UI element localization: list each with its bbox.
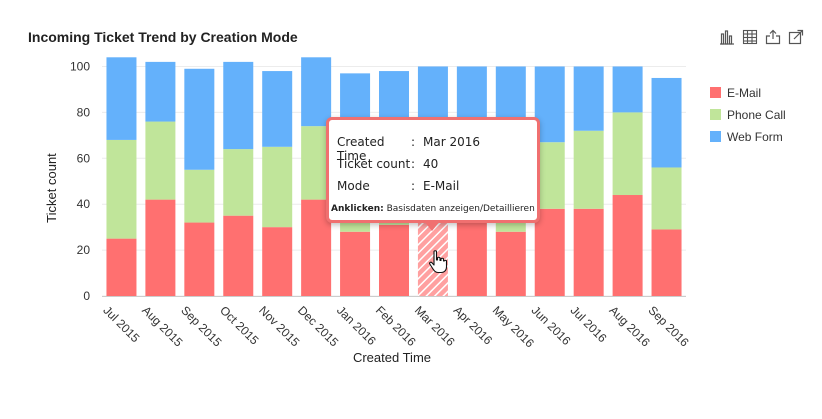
legend-label: Phone Call	[727, 108, 786, 122]
popout-icon[interactable]	[787, 28, 805, 46]
bar-segment	[106, 139, 137, 239]
legend-swatch	[710, 109, 721, 120]
x-axis-label: Created Time	[353, 350, 431, 365]
bar-tooltip: Created Time : Mar 2016 Ticket count : 4…	[326, 117, 540, 231]
tooltip-created-time-label: Created Time	[337, 135, 385, 163]
bar-segment	[495, 231, 526, 296]
x-tick-label: Sep 2016	[645, 303, 691, 349]
legend-swatch	[710, 87, 721, 98]
bar-chart-icon[interactable]	[718, 28, 736, 46]
legend-label: Web Form	[727, 130, 783, 144]
y-tick-label: 80	[77, 105, 91, 119]
chart-toolbar	[718, 28, 805, 46]
tooltip-hint: Anklicken: Basisdaten anzeigen/Detaillie…	[331, 204, 535, 214]
tooltip-created-time-value: Mar 2016	[423, 135, 480, 149]
x-tick-label: Aug 2016	[607, 303, 653, 349]
bar-segment	[262, 71, 293, 147]
bar-segment	[106, 57, 137, 140]
bar-segment	[651, 229, 682, 296]
bar-segment	[223, 61, 254, 150]
bar-segment	[379, 224, 409, 296]
tooltip-colon: :	[411, 179, 416, 193]
bar-segment	[301, 57, 332, 127]
bar-segment	[651, 77, 682, 168]
x-tick-label: Jul 2016	[568, 303, 610, 345]
x-tick-label: Feb 2016	[373, 303, 419, 349]
x-tick-label: May 2016	[490, 303, 537, 350]
bar-segment	[651, 167, 682, 230]
table-icon[interactable]	[741, 28, 759, 46]
y-tick-label: 0	[83, 289, 90, 303]
y-tick-label: 40	[77, 197, 91, 211]
legend-swatch	[710, 131, 721, 142]
bar-segment	[573, 130, 604, 209]
tooltip-ticket-count-label: Ticket count	[337, 157, 411, 171]
x-tick-label: Jul 2015	[100, 303, 142, 345]
bar-segment	[573, 208, 604, 296]
bar-segment	[573, 66, 604, 131]
x-tick-label: Aug 2015	[139, 303, 185, 349]
tooltip-arrow	[424, 221, 440, 231]
y-tick-label: 20	[77, 243, 91, 257]
x-tick-label: Dec 2015	[295, 303, 341, 349]
x-tick-label: Nov 2015	[256, 303, 302, 349]
y-tick-label: 100	[70, 59, 90, 73]
bar-segment	[456, 208, 487, 296]
legend-label: E-Mail	[727, 86, 761, 100]
bar-segment	[145, 121, 176, 200]
x-tick-label: Jan 2016	[334, 303, 379, 348]
x-tick-label: Mar 2016	[412, 303, 458, 349]
bar-segment	[534, 208, 565, 296]
hand-cursor-icon	[429, 250, 448, 274]
bar-segment	[184, 222, 215, 296]
bar-segment	[262, 227, 293, 296]
x-tick-label: Oct 2015	[217, 303, 262, 348]
tooltip-mode-label: Mode	[337, 179, 370, 193]
bar-segment	[262, 146, 293, 228]
bar-segment	[223, 215, 254, 296]
bar-segment	[184, 169, 215, 223]
bar-segment	[106, 238, 137, 296]
bar-segment	[340, 231, 371, 296]
bar-segment	[184, 68, 215, 170]
bar-segment	[612, 112, 643, 196]
tooltip-colon: :	[411, 135, 416, 149]
tooltip-ticket-count-value: 40	[423, 157, 439, 171]
tooltip-hint-bold: Anklicken:	[331, 204, 384, 214]
bar-segment	[145, 61, 176, 122]
y-tick-label: 60	[77, 151, 91, 165]
x-tick-label: Sep 2015	[178, 303, 224, 349]
x-tick-label: Apr 2016	[451, 303, 496, 348]
bar-segment	[145, 199, 176, 296]
tooltip-hint-text: Basisdaten anzeigen/Detaillieren	[386, 204, 535, 214]
export-icon[interactable]	[764, 28, 782, 46]
bar-segment	[612, 66, 643, 113]
bar-segment	[612, 195, 643, 296]
bar-segment	[223, 149, 254, 216]
chart-title: Incoming Ticket Trend by Creation Mode	[28, 29, 298, 45]
y-axis-label: Ticket count	[44, 153, 59, 223]
tooltip-mode-value: E-Mail	[423, 179, 460, 193]
tooltip-colon: :	[411, 157, 416, 171]
